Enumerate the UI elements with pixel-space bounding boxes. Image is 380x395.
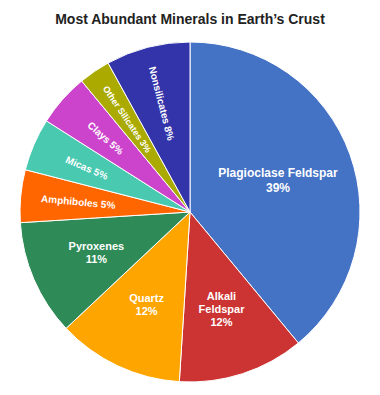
- slice-label: Clays 5%: [86, 119, 126, 156]
- category-label: Quartz: [129, 292, 164, 304]
- category-label-line: Feldspar: [199, 303, 246, 315]
- category-label-line: Alkali: [207, 290, 236, 302]
- slices: [20, 42, 360, 382]
- pie-slice: [108, 42, 190, 212]
- value-label: 11%: [86, 253, 108, 265]
- category-label: Plagioclase Feldspar: [218, 166, 338, 180]
- value-label: 5%: [98, 198, 116, 211]
- category-label-line: Plagioclase Feldspar: [218, 166, 338, 180]
- value-label: 39%: [266, 181, 290, 195]
- pie-slice: [20, 212, 190, 328]
- pie-slice: [179, 212, 298, 382]
- value-label: 3%: [136, 136, 153, 154]
- title: Most Abundant Minerals in Earth’s Crust: [55, 11, 325, 27]
- slice-label: Nonsilicates 8%: [147, 65, 177, 142]
- value-label: 5%: [90, 164, 110, 181]
- chart: Most Abundant Minerals in Earth’s Crust P…: [0, 0, 380, 395]
- value-label: 12%: [211, 316, 233, 328]
- category-label: Pyroxenes: [69, 240, 125, 252]
- slice-label: Amphiboles 5%: [41, 192, 116, 210]
- value-label: 8%: [162, 122, 177, 142]
- value-label: 5%: [106, 137, 126, 157]
- category-label: AlkaliFeldspar: [199, 290, 246, 315]
- category-label-line: Pyroxenes: [69, 240, 125, 252]
- pie-slice: [190, 42, 360, 343]
- category-label: Amphiboles: [41, 192, 99, 208]
- category-label: Nonsilicates: [147, 65, 172, 125]
- category-label-line: Quartz: [129, 292, 164, 304]
- slice-label: Micas 5%: [64, 153, 110, 181]
- data-labels: Plagioclase Feldspar39%AlkaliFeldspar12%…: [41, 65, 338, 328]
- slice-label: Other Silicates 3%: [101, 84, 153, 155]
- value-label: 12%: [136, 305, 158, 317]
- category-label: Other Silicates: [101, 84, 145, 142]
